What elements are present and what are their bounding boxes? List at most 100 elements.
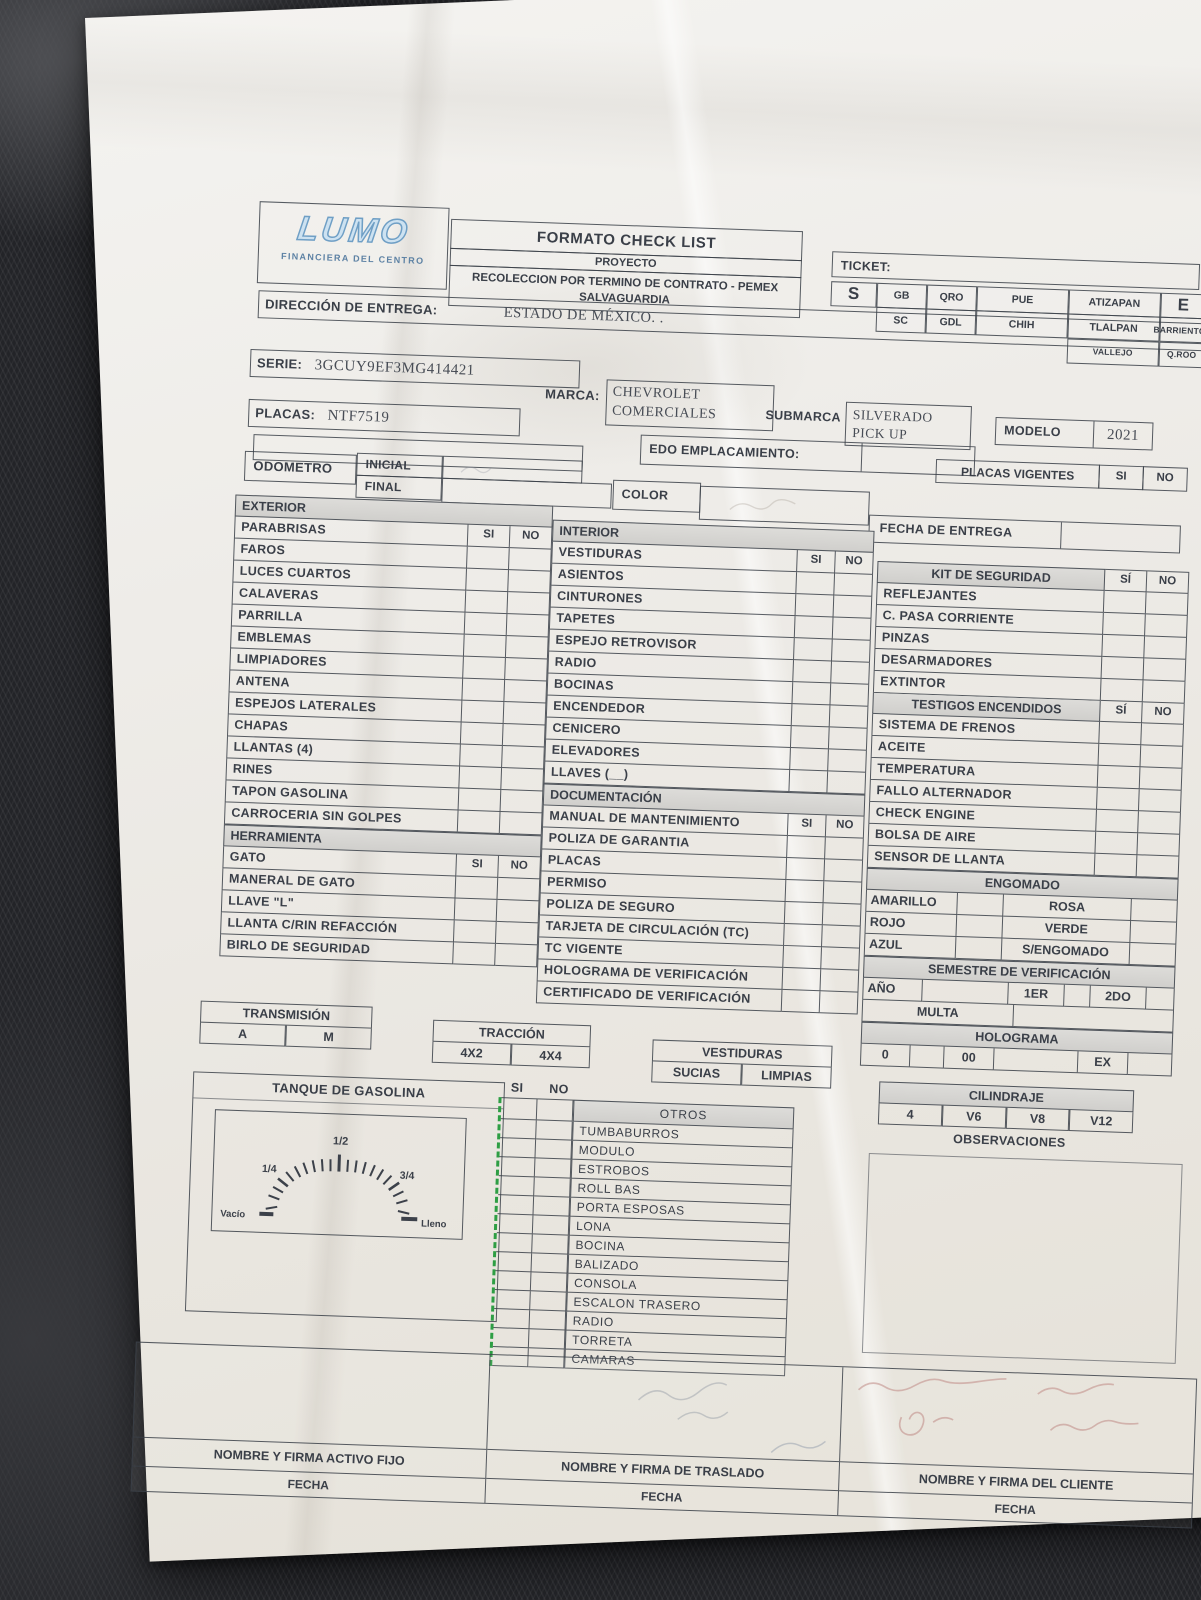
no-checkbox-cell: [534, 1177, 571, 1198]
no-checkbox-cell: [506, 614, 550, 638]
no-checkbox-cell: [1138, 789, 1182, 813]
no-checkbox-cell: [833, 595, 873, 619]
si-checkbox-cell: [796, 572, 836, 596]
si-checkbox-cell: [793, 660, 832, 684]
si-checkbox-cell: [454, 898, 498, 922]
engomado-box-left: [957, 892, 1004, 917]
si-checkbox-cell: [498, 1157, 536, 1178]
no-checkbox-cell: [508, 548, 552, 572]
no-checkbox-cell: [502, 724, 546, 748]
no-checkbox-cell: [505, 636, 549, 660]
si-checkbox-cell: [782, 967, 822, 992]
testigos-si-header: SÍ: [1100, 700, 1143, 724]
no-checkbox-cell: [1145, 614, 1188, 638]
si-checkbox-cell: [1094, 853, 1138, 878]
ticket-label: TICKET:: [840, 258, 892, 275]
odometro-inicial-value: [442, 455, 583, 484]
kit-seguridad-section: KIT DE SEGURIDAD SÍ NO REFLEJANTES: [859, 560, 1190, 1077]
firma-cliente: NOMBRE Y FIRMA DEL CLIENTE FECHA: [838, 1367, 1197, 1528]
cilindraje-option: V8: [1005, 1107, 1070, 1131]
no-checkbox-cell: [822, 903, 862, 927]
region-atizapan: ATIZAPAN: [1067, 288, 1162, 318]
si-checkbox-cell: [499, 1138, 537, 1159]
si-checkbox-cell: [497, 1195, 535, 1216]
no-checkbox-cell: [530, 1272, 568, 1293]
si-checkbox-cell: [784, 901, 824, 926]
exterior-items: FAROS LUCES CUARTOS CALAVERAS: [223, 538, 552, 836]
no-checkbox-cell: [533, 1196, 571, 1217]
no-checkbox-cell: [495, 921, 539, 946]
gauge-quarter-label: 1/4: [262, 1163, 277, 1176]
gauge-half-label: 1/2: [333, 1135, 349, 1148]
otros-block: SI NO OTROS TUMBABURROS: [489, 1080, 795, 1377]
serie-field: SERIE: 3GCUY9EF3MG414421: [249, 348, 581, 389]
no-checkbox-cell: [819, 991, 859, 1015]
si-checkbox-cell: [1099, 721, 1143, 746]
no-checkbox-cell: [1143, 658, 1187, 682]
observaciones-box: [861, 1153, 1183, 1364]
si-checkbox-cell: [783, 945, 823, 970]
holograma-0-box: [909, 1045, 945, 1069]
no-checkbox-cell: [1138, 811, 1181, 835]
paper-sheet: LUMO FINANCIERA DEL CENTRO FORMATO CHECK…: [85, 0, 1201, 1562]
modelo-label: MODELO: [995, 418, 1095, 448]
si-checkbox-cell: [792, 682, 832, 706]
kit-si-header: SÍ: [1104, 568, 1148, 593]
no-checkbox-cell: [831, 639, 871, 663]
logo-box: LUMO FINANCIERA DEL CENTRO: [256, 201, 450, 290]
odometro-label: ODOMETRO: [243, 450, 357, 485]
engomado-box-right: [1131, 899, 1178, 923]
modelo-field: MODELO 2021: [994, 416, 1154, 451]
si-checkbox-cell: [785, 879, 825, 904]
si-checkbox-cell: [492, 1328, 530, 1349]
no-checkbox-cell: [534, 1158, 572, 1179]
direccion-label: DIRECCIÓN DE ENTREGA:: [264, 296, 438, 318]
firma-traslado-space: [487, 1355, 843, 1461]
si-checkbox-cell: [453, 920, 497, 944]
kit-items: REFLEJANTES C. PASA CORRIENTE PINZAS: [872, 582, 1189, 704]
no-checkbox-cell: [497, 877, 541, 902]
interior-section: INTERIOR VESTIDURAS SI NO ASIENTOS: [535, 519, 875, 1015]
gauge-ticks: [265, 1154, 410, 1215]
no-checkbox-cell: [499, 811, 543, 836]
si-checkbox-cell: [496, 1233, 533, 1254]
semestre-ano-value: [922, 979, 1009, 1005]
no-checkbox-cell: [501, 767, 545, 792]
marca-value: CHEVROLET COMERCIALES: [604, 379, 775, 432]
engomado-box-right: [1129, 943, 1177, 967]
herramienta-no-header: NO: [498, 855, 541, 880]
no-checkbox-cell: [829, 705, 869, 729]
checklist-form: LUMO FINANCIERA DEL CENTRO FORMATO CHECK…: [130, 187, 1201, 1581]
gauge-vacio-label: Vacío: [220, 1208, 245, 1220]
firma-activo-space: [134, 1343, 490, 1449]
odometro-final-label: FINAL: [355, 474, 443, 501]
holograma-ex-box: [1127, 1053, 1173, 1077]
no-checkbox-cell: [825, 837, 864, 861]
firma-traslado: NOMBRE Y FIRMA DE TRASLADO FECHA: [485, 1354, 844, 1516]
no-checkbox-cell: [532, 1215, 570, 1236]
no-checkbox-cell: [1144, 636, 1188, 660]
engomado-color-left: AMARILLO: [865, 889, 958, 915]
si-checkbox-cell: [787, 836, 826, 860]
traccion-option: 4X4: [510, 1044, 591, 1069]
no-checkbox-cell: [531, 1253, 569, 1274]
transmision-option: A: [199, 1022, 286, 1047]
no-checkbox-cell: [834, 573, 874, 597]
serie-value: 3GCUY9EF3MG414421: [314, 357, 475, 379]
si-checkbox-cell: [1098, 743, 1142, 768]
si-checkbox-cell: [784, 923, 823, 948]
si-checkbox-cell: [781, 989, 821, 1014]
traccion-options: 4X2 4X4: [431, 1041, 591, 1069]
si-checkbox-cell: [1096, 809, 1139, 834]
no-checkbox-cell: [505, 658, 548, 682]
no-checkbox-cell: [831, 661, 870, 685]
si-checkbox-cell: [463, 634, 507, 659]
si-checkbox-cell: [466, 568, 509, 593]
no-checkbox-cell: [532, 1234, 569, 1255]
si-checkbox-cell: [460, 744, 503, 768]
holograma-ex: EX: [1077, 1051, 1129, 1076]
si-checkbox-cell: [1097, 765, 1141, 790]
si-checkbox-cell: [1100, 678, 1144, 703]
no-checkbox-cell: [503, 702, 547, 726]
